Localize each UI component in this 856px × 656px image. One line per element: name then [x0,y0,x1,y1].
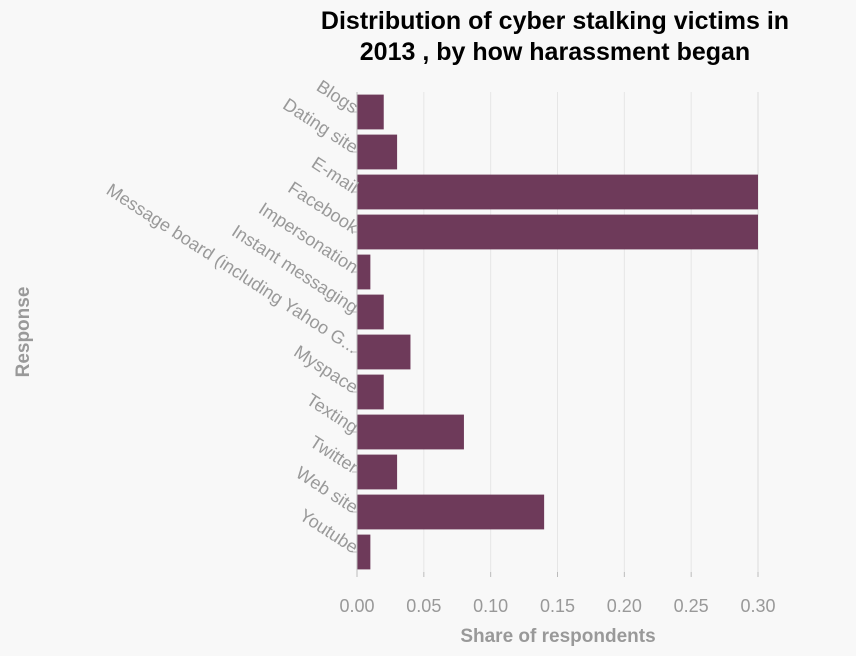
x-tick-label: 0.05 [406,596,441,616]
bar-dating-site [357,134,398,170]
chart-title-line-1: Distribution of cyber stalking victims i… [320,7,790,35]
axes: 0.00 0.05 0.10 0.15 0.20 0.25 0.30BlogsDating … [103,76,776,616]
bar-twitter [357,454,398,490]
x-tick-label: 0.30 [740,596,775,616]
bar-impersonation [357,254,371,290]
y-tick-label: Blogs [313,76,362,117]
x-tick-label: 0.25 [674,596,709,616]
bars [357,94,758,570]
chart-title-line-2: 2013 , by how harassment began [359,38,751,66]
x-tick-label: 0.10 [473,596,508,616]
bar-facebook [357,214,758,250]
bar-web-site [357,494,545,530]
y-axis-title: Response [13,287,34,378]
grid-lines [356,92,759,572]
x-tick-label: 0.20 [607,596,642,616]
bar-e-mail [357,174,758,210]
bar-texting [357,414,464,450]
y-tick-label: Texting [303,390,362,438]
bar-instant-messaging [357,294,384,330]
x-tick-label: 0.15 [540,596,575,616]
bar-youtube [357,534,371,570]
x-axis-title: Share of respondents [460,626,655,647]
chart-title: Distribution of cyber stalking victims i… [260,6,850,68]
bar-myspace [357,374,384,410]
x-tick-label: 0.00 [339,596,374,616]
bar-blogs [357,94,384,130]
bar-message-board-including-yahoo-g [357,334,411,370]
